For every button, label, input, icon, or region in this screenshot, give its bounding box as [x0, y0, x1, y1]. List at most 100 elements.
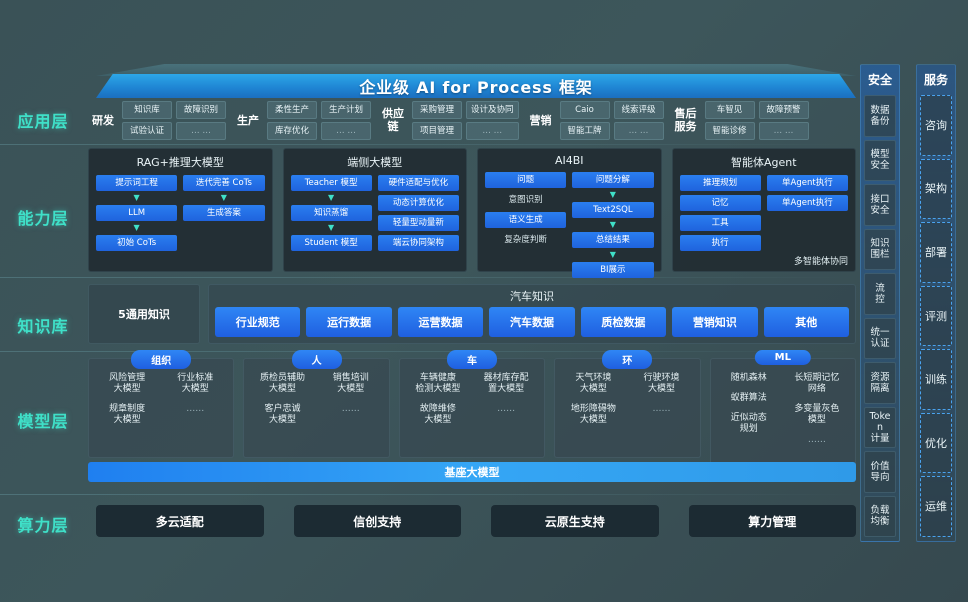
- knowledge-chip[interactable]: 行业规范: [215, 307, 301, 337]
- capability-node[interactable]: 端云协同架构: [377, 235, 459, 251]
- knowledge-chip[interactable]: 汽车数据: [489, 307, 575, 337]
- application-tile[interactable]: 故障识别: [176, 100, 226, 119]
- model-item[interactable]: 车辆健康 检测大模型: [415, 373, 461, 394]
- application-tile[interactable]: 故障预警: [758, 100, 809, 119]
- application-tile[interactable]: 采购管理: [412, 100, 462, 119]
- capability-node[interactable]: 问题: [485, 172, 567, 188]
- model-item[interactable]: 随机森林: [730, 373, 767, 383]
- model-item[interactable]: 风险管理 大模型: [109, 373, 146, 394]
- service-item-list: 咨询 架构 部署 评测 训练 优化 运维: [917, 95, 955, 541]
- security-item[interactable]: 价值 导向: [864, 451, 896, 493]
- knowledge-chip[interactable]: 运行数据: [306, 307, 392, 337]
- security-item[interactable]: 流控: [864, 273, 896, 315]
- model-item[interactable]: 地形障碍物 大模型: [570, 404, 616, 425]
- model-item[interactable]: 器材库存配 置大模型: [483, 373, 529, 394]
- general-knowledge-box[interactable]: 5通用知识: [88, 284, 200, 344]
- service-item[interactable]: 优化: [920, 412, 952, 474]
- model-card-pill[interactable]: 组织: [131, 350, 192, 369]
- model-item[interactable]: 近似动态 规划: [730, 413, 767, 434]
- model-item[interactable]: 长短期记忆 网络: [794, 373, 840, 394]
- model-card-pill[interactable]: 人: [291, 350, 342, 369]
- service-item[interactable]: 训练: [920, 349, 952, 410]
- capability-node[interactable]: 推理规划: [679, 175, 761, 191]
- knowledge-chip[interactable]: 质检数据: [580, 307, 667, 337]
- application-tile[interactable]: 智能工牌: [559, 121, 610, 140]
- capability-node[interactable]: 提示词工程: [96, 175, 178, 191]
- security-item[interactable]: 资源 隔离: [864, 362, 896, 404]
- capability-node[interactable]: 轻量型动量新: [377, 215, 459, 231]
- model-card-pill[interactable]: 车: [447, 350, 498, 369]
- compute-box[interactable]: 信创支持: [293, 505, 461, 537]
- capability-node[interactable]: 知识蒸馏: [290, 205, 372, 221]
- application-group: 生产 柔性生产 库存优化 生产计划 … …: [233, 100, 371, 140]
- model-item[interactable]: 多变量灰色 模型: [794, 404, 840, 425]
- capability-node[interactable]: 初始 CoTs: [96, 235, 178, 251]
- security-item[interactable]: 模型 安全: [864, 139, 896, 181]
- security-item[interactable]: 数据 备份: [864, 95, 896, 137]
- capability-node[interactable]: LLM: [96, 205, 178, 221]
- application-tile[interactable]: 设计及协同: [466, 100, 519, 119]
- capability-node[interactable]: 记忆: [679, 195, 761, 211]
- security-item[interactable]: Toke n 计量: [864, 406, 896, 448]
- capability-node[interactable]: 生成答案: [183, 205, 265, 221]
- model-card-pill[interactable]: ML: [754, 350, 811, 365]
- application-tile[interactable]: Caio: [559, 100, 610, 119]
- capability-card-note: 多智能体协同: [793, 257, 848, 267]
- application-group: 营销 Caio 智能工牌 线索评级 … …: [526, 100, 664, 140]
- application-tile[interactable]: 生产计划: [321, 100, 371, 119]
- model-item[interactable]: 质检员辅助 大模型: [260, 373, 306, 394]
- application-tile[interactable]: 智能诊修: [704, 121, 755, 140]
- application-tile[interactable]: 试验认证: [122, 121, 172, 140]
- base-model-bar[interactable]: 基座大模型: [88, 462, 856, 482]
- capability-node[interactable]: BI展示: [572, 262, 654, 278]
- application-tile[interactable]: 线索评级: [613, 100, 664, 119]
- capability-node[interactable]: 问题分解: [572, 172, 654, 188]
- compute-box[interactable]: 云原生支持: [491, 505, 659, 537]
- capability-node[interactable]: Student 模型: [290, 235, 372, 251]
- security-item[interactable]: 统一 认证: [864, 317, 896, 359]
- capability-node[interactable]: 动态计算优化: [377, 195, 459, 211]
- service-item[interactable]: 评测: [920, 285, 952, 347]
- application-tile[interactable]: 车智见: [704, 100, 755, 119]
- layer-label-application: 应用层: [17, 112, 69, 131]
- security-item[interactable]: 接口 安全: [864, 184, 896, 226]
- capability-node[interactable]: 意图识别: [508, 195, 543, 205]
- capability-node[interactable]: 硬件适配与优化: [377, 175, 459, 191]
- capability-node[interactable]: 迭代完善 CoTs: [183, 175, 265, 191]
- model-item[interactable]: 行驶环境 大模型: [643, 373, 680, 394]
- capability-node[interactable]: 单Agent执行: [766, 175, 848, 191]
- model-item[interactable]: 客户忠诚 大模型: [264, 404, 301, 425]
- knowledge-chip[interactable]: 营销知识: [672, 307, 758, 337]
- knowledge-chip[interactable]: 运营数据: [397, 307, 484, 337]
- model-item[interactable]: 天气环境 大模型: [575, 373, 612, 394]
- capability-node[interactable]: 执行: [679, 235, 761, 251]
- model-item[interactable]: 故障维修 大模型: [419, 404, 456, 425]
- application-tile[interactable]: 知识库: [122, 100, 172, 119]
- model-item[interactable]: 销售培训 大模型: [332, 373, 369, 394]
- capability-node[interactable]: 语义生成: [485, 212, 567, 228]
- capability-node[interactable]: Text2SQL: [572, 202, 654, 218]
- model-item: ……: [497, 404, 516, 414]
- service-item[interactable]: 架构: [920, 158, 952, 220]
- compute-box[interactable]: 多云适配: [96, 505, 264, 537]
- compute-box[interactable]: 算力管理: [688, 505, 856, 537]
- capability-node[interactable]: 工具: [679, 215, 761, 231]
- capability-node[interactable]: 总结结果: [572, 232, 654, 248]
- application-tile[interactable]: 项目管理: [412, 121, 462, 140]
- service-item[interactable]: 运维: [920, 476, 952, 538]
- security-item[interactable]: 知识 围栏: [864, 228, 896, 270]
- service-item[interactable]: 咨询: [920, 95, 952, 156]
- knowledge-chip[interactable]: 其他: [763, 307, 849, 337]
- capability-node[interactable]: 复杂度判断: [504, 235, 547, 245]
- model-item[interactable]: 行业标准 大模型: [177, 373, 214, 394]
- capability-node[interactable]: Teacher 模型: [290, 175, 372, 191]
- capability-node[interactable]: 单Agent执行: [766, 195, 848, 211]
- application-tile[interactable]: 库存优化: [267, 121, 317, 140]
- model-item[interactable]: 规章制度 大模型: [109, 404, 146, 425]
- band-separator: [0, 351, 858, 352]
- service-item[interactable]: 部署: [920, 222, 952, 283]
- model-item[interactable]: 蚁群算法: [730, 393, 767, 403]
- security-item[interactable]: 负载 均衡: [864, 495, 896, 537]
- model-card-pill[interactable]: 环: [602, 350, 653, 369]
- application-tile[interactable]: 柔性生产: [267, 100, 317, 119]
